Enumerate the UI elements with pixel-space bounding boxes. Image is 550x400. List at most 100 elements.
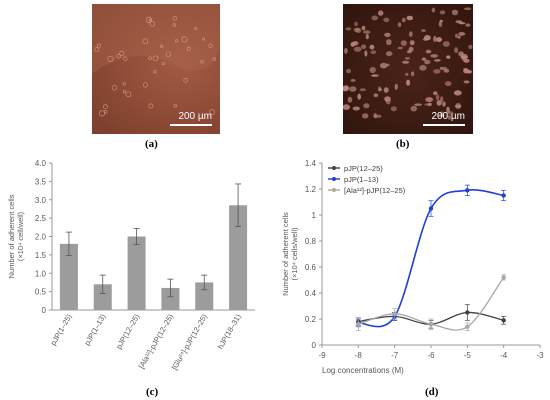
cell [465, 23, 471, 27]
y-tick-label-d: 1 [312, 211, 317, 220]
y-axis-label-d: Number of adherent cells(×10⁴ cells/well… [281, 212, 299, 296]
x-tick-label-d: -8 [355, 351, 363, 360]
y-tick-label-c: 0 [42, 306, 47, 315]
cell [408, 46, 414, 52]
cell [149, 21, 156, 27]
data-point [501, 193, 506, 198]
bar [229, 205, 248, 310]
x-tick-label-c: pJP(1–25) [49, 312, 74, 347]
scale-bar-a [170, 124, 212, 126]
panel-label-b: (b) [396, 138, 410, 150]
cell [103, 110, 108, 114]
cell [365, 33, 369, 40]
data-point [465, 324, 470, 329]
cell [455, 103, 462, 109]
y-tick-label-c: 1.0 [35, 269, 47, 278]
cell [148, 56, 152, 61]
cell [446, 106, 450, 114]
x-tick-label-c: [Glu²⁴]-pJP(12–25) [170, 312, 209, 371]
cell [172, 23, 177, 27]
cell [349, 86, 357, 92]
cell [174, 39, 179, 43]
cells-a [92, 4, 220, 117]
legend-marker [332, 188, 336, 192]
cell [353, 27, 360, 32]
data-point [501, 318, 506, 323]
cell [463, 80, 470, 84]
cell [390, 106, 397, 112]
cell [183, 78, 189, 83]
cell [411, 71, 415, 77]
panel-label-d: (d) [425, 386, 439, 398]
cell [153, 70, 157, 74]
data-point [428, 206, 434, 211]
cell [384, 32, 391, 37]
cell [363, 103, 370, 109]
cell [148, 103, 154, 109]
x-tick-label-c: pJP(12–25) [114, 312, 141, 351]
scale-label-b: 200 µm [431, 111, 465, 122]
cell [458, 32, 466, 36]
x-axis-label-d: Log concentrations (M) [322, 366, 404, 375]
bar [59, 243, 78, 310]
cell [125, 91, 132, 98]
cell [424, 35, 431, 41]
x-tick-label-d: -5 [464, 351, 472, 360]
cell [145, 16, 153, 23]
cell [361, 44, 367, 50]
y-axis-label-line1: Number of adherent cells [281, 212, 290, 296]
panel-label-c: (c) [146, 386, 159, 398]
bar [161, 287, 180, 310]
cell [421, 29, 426, 32]
scale-label-a: 200 µm [178, 111, 212, 122]
cell [446, 55, 451, 59]
cell [373, 112, 378, 119]
cell [442, 101, 446, 107]
cell [161, 61, 165, 66]
cell [430, 54, 438, 58]
cell [451, 9, 459, 16]
panel-label-a: (a) [145, 138, 158, 150]
cell [209, 109, 216, 115]
x-tick-label-c: [Ala¹²]-pJP(12–25) [137, 312, 176, 370]
cell [385, 51, 393, 57]
cell [397, 22, 402, 28]
cell [402, 60, 410, 64]
y-tick-label-d: 0.8 [305, 237, 317, 246]
legend-marker [332, 166, 336, 170]
cell [433, 91, 438, 95]
cell [346, 68, 351, 74]
legend-label: [Ala¹²]-pJP(12–25) [344, 186, 406, 195]
x-tick-label-d: -4 [500, 351, 508, 360]
cell [116, 53, 122, 59]
cell [370, 50, 377, 55]
cell [363, 30, 371, 34]
cell [438, 21, 443, 27]
cell [409, 40, 415, 46]
cell [404, 57, 410, 60]
cell [369, 66, 376, 74]
cell [212, 57, 217, 61]
cell [202, 37, 205, 41]
cell [439, 10, 446, 15]
cell [453, 90, 462, 96]
y-tick-label-d: 0 [312, 341, 317, 350]
cell [455, 33, 459, 38]
cell [384, 96, 391, 102]
cell [344, 47, 348, 54]
data-point [392, 311, 397, 316]
cell [463, 68, 470, 74]
cell [181, 36, 188, 43]
cell [119, 50, 125, 56]
y-tick-label-c: 4.0 [35, 159, 47, 168]
cell [371, 15, 378, 21]
cell [352, 106, 360, 111]
cell [409, 31, 413, 37]
y-tick-label-c: 3.0 [35, 196, 47, 205]
cell [152, 55, 159, 62]
cell [383, 17, 390, 23]
cell [405, 72, 409, 76]
cell [400, 40, 407, 46]
cell [439, 66, 445, 70]
x-tick-label-d: -7 [391, 351, 399, 360]
